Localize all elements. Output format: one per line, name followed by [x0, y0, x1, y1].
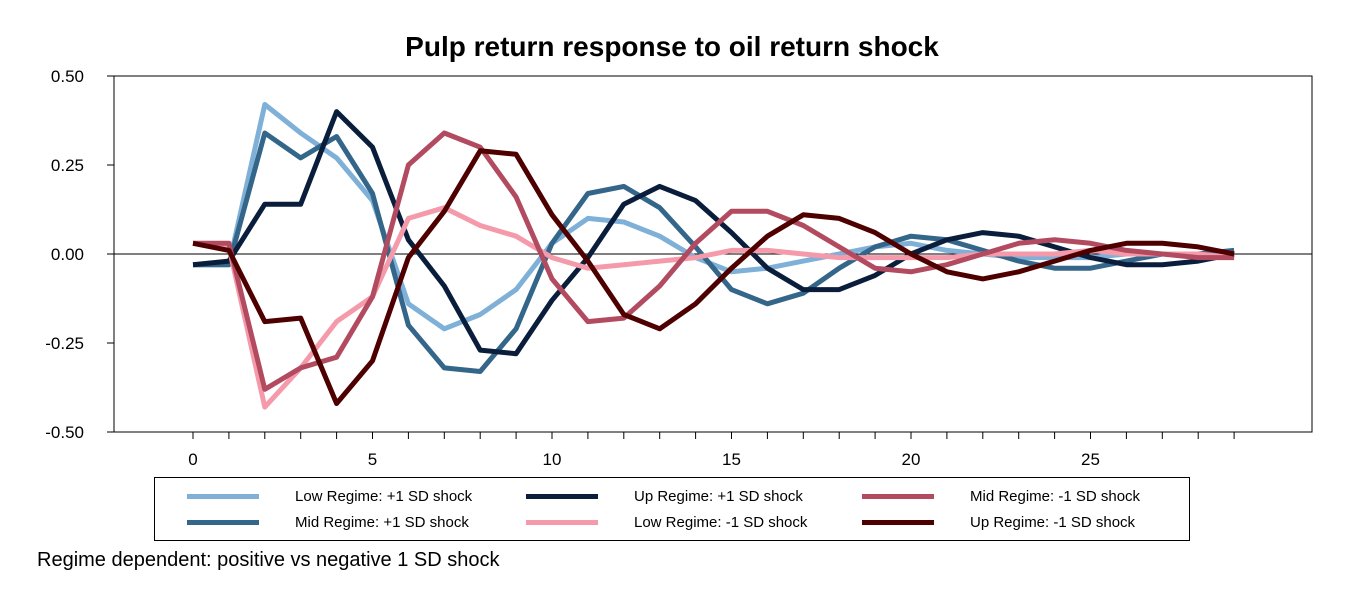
legend-swatch	[526, 493, 598, 499]
legend-item: Up Regime: -1 SD shock	[862, 513, 1135, 531]
x-tick-label: 0	[188, 450, 197, 469]
x-tick-label: 15	[722, 450, 741, 469]
series-line	[193, 130, 1235, 392]
legend-label: Low Regime: -1 SD shock	[634, 513, 808, 531]
legend-item: Low Regime: +1 SD shock	[187, 487, 472, 505]
series-lines	[192, 102, 1235, 410]
legend-label: Up Regime: -1 SD shock	[970, 513, 1136, 531]
y-tick-label: -0.25	[45, 334, 84, 353]
legend: Low Regime: +1 SD shock Mid Regime: +1 S…	[154, 477, 1190, 541]
y-tick-label: -0.50	[45, 423, 84, 442]
x-tick-label: 5	[368, 450, 377, 469]
series-line	[192, 148, 1235, 406]
legend-swatch	[187, 493, 259, 499]
legend-item: Low Regime: -1 SD shock	[526, 513, 807, 531]
legend-item: Mid Regime: -1 SD shock	[862, 487, 1140, 505]
legend-swatch	[862, 493, 934, 499]
y-tick-label: 0.00	[51, 245, 84, 264]
legend-swatch	[187, 519, 259, 525]
y-tick-label: 0.25	[51, 156, 84, 175]
legend-label: Mid Regime: -1 SD shock	[970, 487, 1141, 505]
x-tick-label: 25	[1081, 450, 1100, 469]
series-line	[193, 130, 1235, 374]
series-line	[192, 109, 1235, 357]
legend-label: Low Regime: +1 SD shock	[295, 487, 473, 505]
legend-item: Mid Regime: +1 SD shock	[187, 513, 469, 531]
chart-title: Pulp return response to oil return shock	[405, 31, 939, 62]
x-tick-label: 20	[902, 450, 921, 469]
legend-label: Mid Regime: +1 SD shock	[295, 513, 469, 531]
legend-label: Up Regime: +1 SD shock	[634, 487, 803, 505]
legend-swatch	[862, 519, 934, 525]
chart-caption: Regime dependent: positive vs negative 1…	[37, 549, 500, 571]
series-line	[192, 205, 1235, 410]
x-tick-label: 10	[543, 450, 562, 469]
legend-item: Up Regime: +1 SD shock	[526, 487, 803, 505]
y-tick-label: 0.50	[51, 67, 84, 86]
legend-swatch	[526, 519, 598, 525]
